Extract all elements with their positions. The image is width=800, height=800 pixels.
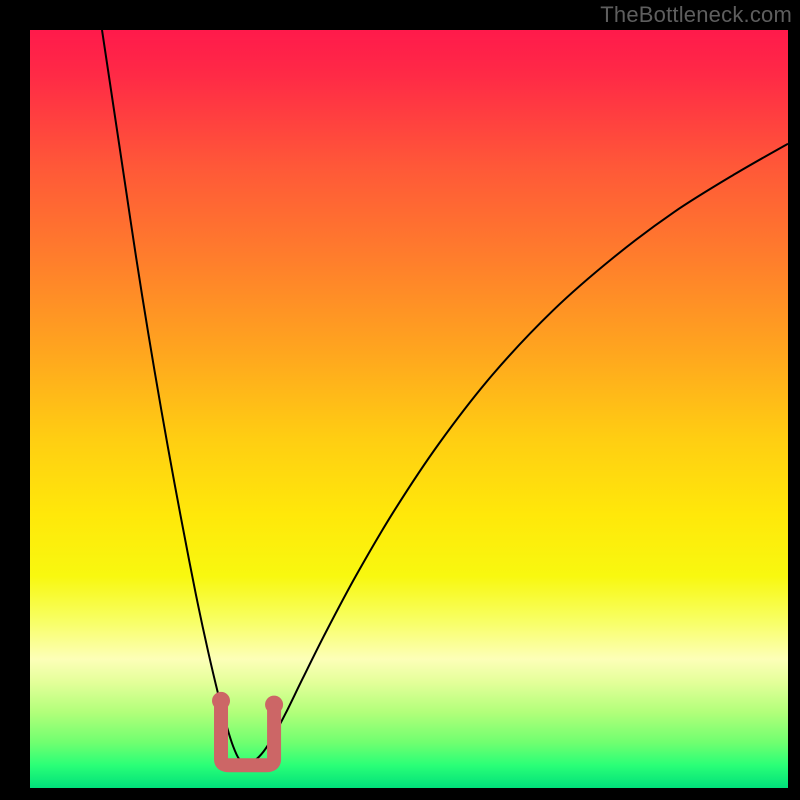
chart-background [30, 30, 788, 788]
bottleneck-chart [30, 30, 788, 788]
watermark-text: TheBottleneck.com [600, 2, 792, 28]
chart-frame [30, 30, 788, 788]
